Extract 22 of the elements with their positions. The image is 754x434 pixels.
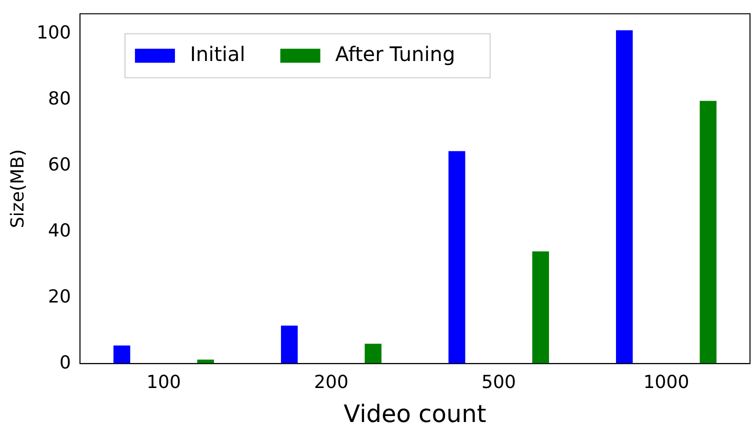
x-tick-label: 100 <box>146 372 181 394</box>
y-tick-label: 60 <box>48 154 71 176</box>
x-tick-label: 500 <box>482 372 516 394</box>
bar <box>448 151 466 364</box>
bar <box>364 344 382 364</box>
y-tick-label: 20 <box>48 286 71 308</box>
x-tick-label: 1000 <box>643 372 690 394</box>
bar <box>532 251 549 364</box>
y-tick-label: 0 <box>60 352 71 374</box>
y-axis-title: Size(MB) <box>7 149 28 228</box>
bar <box>197 360 214 364</box>
bar <box>616 30 633 364</box>
x-tick-label: 200 <box>314 372 348 394</box>
y-tick-label: 80 <box>48 88 71 110</box>
legend-label: Initial <box>190 42 246 66</box>
bar <box>113 345 130 364</box>
x-axis-title: Video count <box>344 400 486 428</box>
bar <box>700 100 716 364</box>
legend-label: After Tuning <box>335 42 456 66</box>
bar <box>280 326 298 364</box>
y-tick-label: 100 <box>36 22 71 44</box>
y-tick-label: 40 <box>48 220 71 242</box>
